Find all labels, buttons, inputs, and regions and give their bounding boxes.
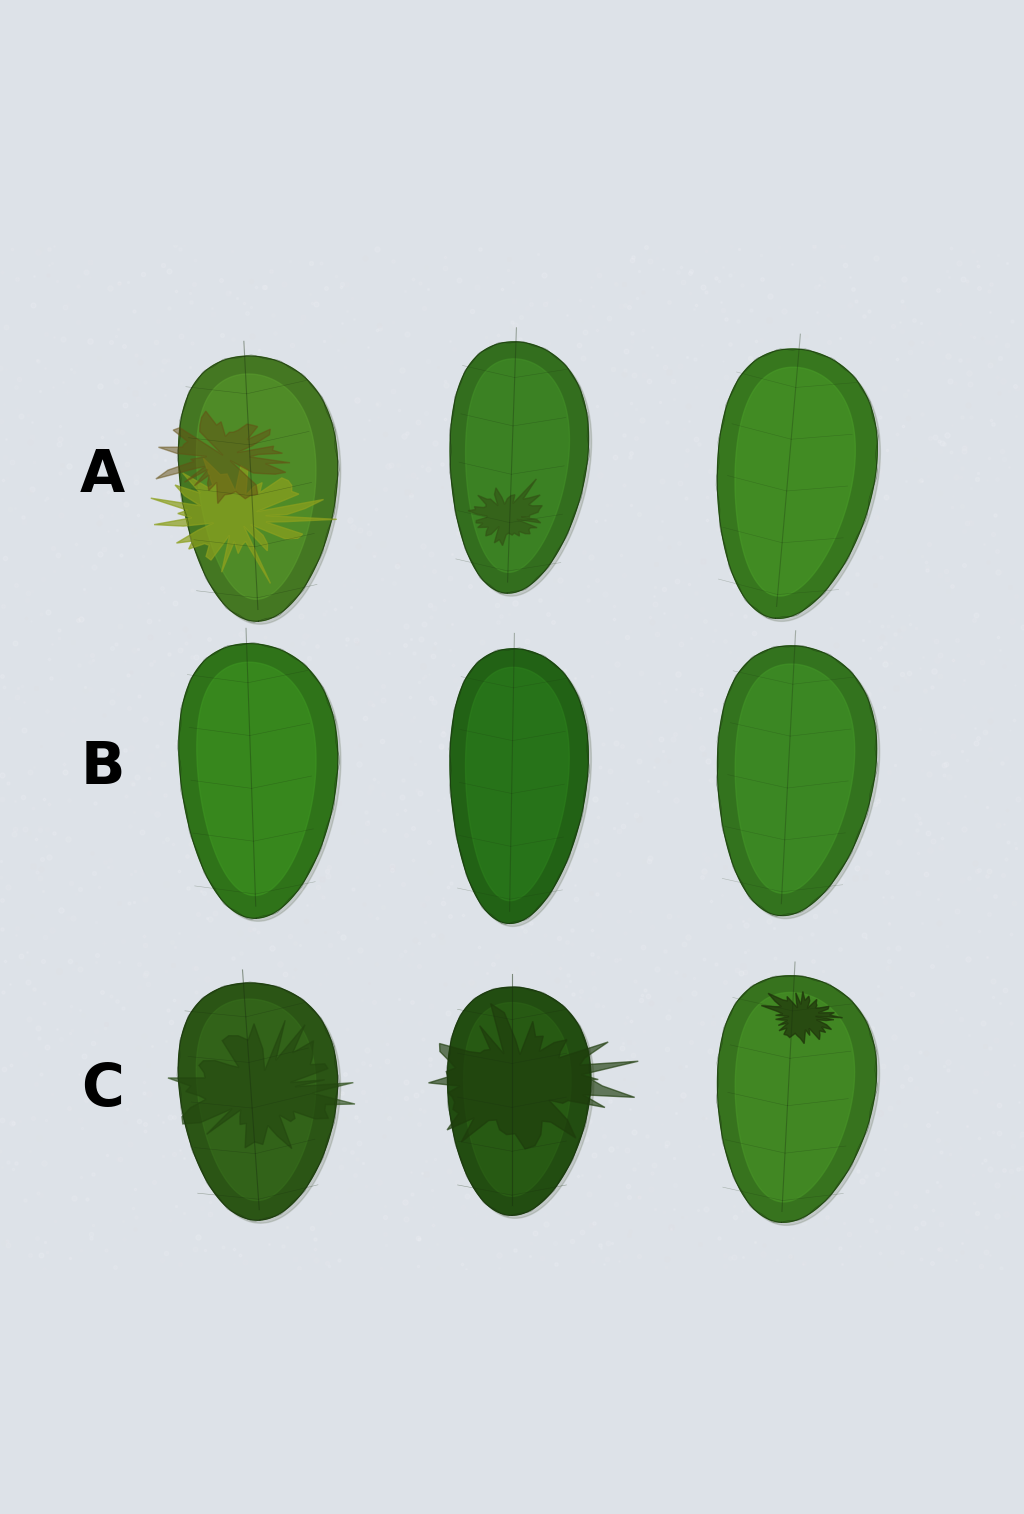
Polygon shape (718, 975, 877, 1222)
Polygon shape (451, 990, 594, 1219)
Polygon shape (466, 359, 569, 572)
Polygon shape (178, 356, 338, 621)
Polygon shape (181, 986, 341, 1223)
Text: B: B (80, 739, 125, 796)
Polygon shape (454, 345, 592, 597)
Polygon shape (197, 662, 316, 896)
Polygon shape (178, 983, 338, 1220)
Polygon shape (197, 999, 315, 1201)
Text: A: A (80, 447, 125, 504)
Polygon shape (468, 478, 543, 545)
Polygon shape (721, 650, 880, 919)
Polygon shape (761, 992, 843, 1043)
Polygon shape (451, 342, 589, 593)
Text: C: C (81, 1061, 124, 1119)
Polygon shape (182, 646, 341, 921)
Polygon shape (735, 368, 855, 597)
Polygon shape (453, 653, 592, 927)
Polygon shape (718, 646, 877, 916)
Polygon shape (428, 1004, 638, 1149)
Polygon shape (721, 353, 881, 621)
Polygon shape (156, 412, 290, 504)
Polygon shape (181, 359, 341, 624)
Polygon shape (197, 374, 316, 600)
Polygon shape (735, 992, 855, 1202)
Polygon shape (464, 1002, 571, 1196)
Polygon shape (179, 643, 338, 917)
Polygon shape (735, 665, 855, 893)
Polygon shape (151, 459, 337, 583)
Polygon shape (718, 348, 878, 618)
Polygon shape (466, 668, 569, 901)
Polygon shape (447, 987, 591, 1216)
Polygon shape (721, 980, 880, 1225)
Polygon shape (168, 1020, 355, 1149)
Polygon shape (450, 650, 589, 924)
